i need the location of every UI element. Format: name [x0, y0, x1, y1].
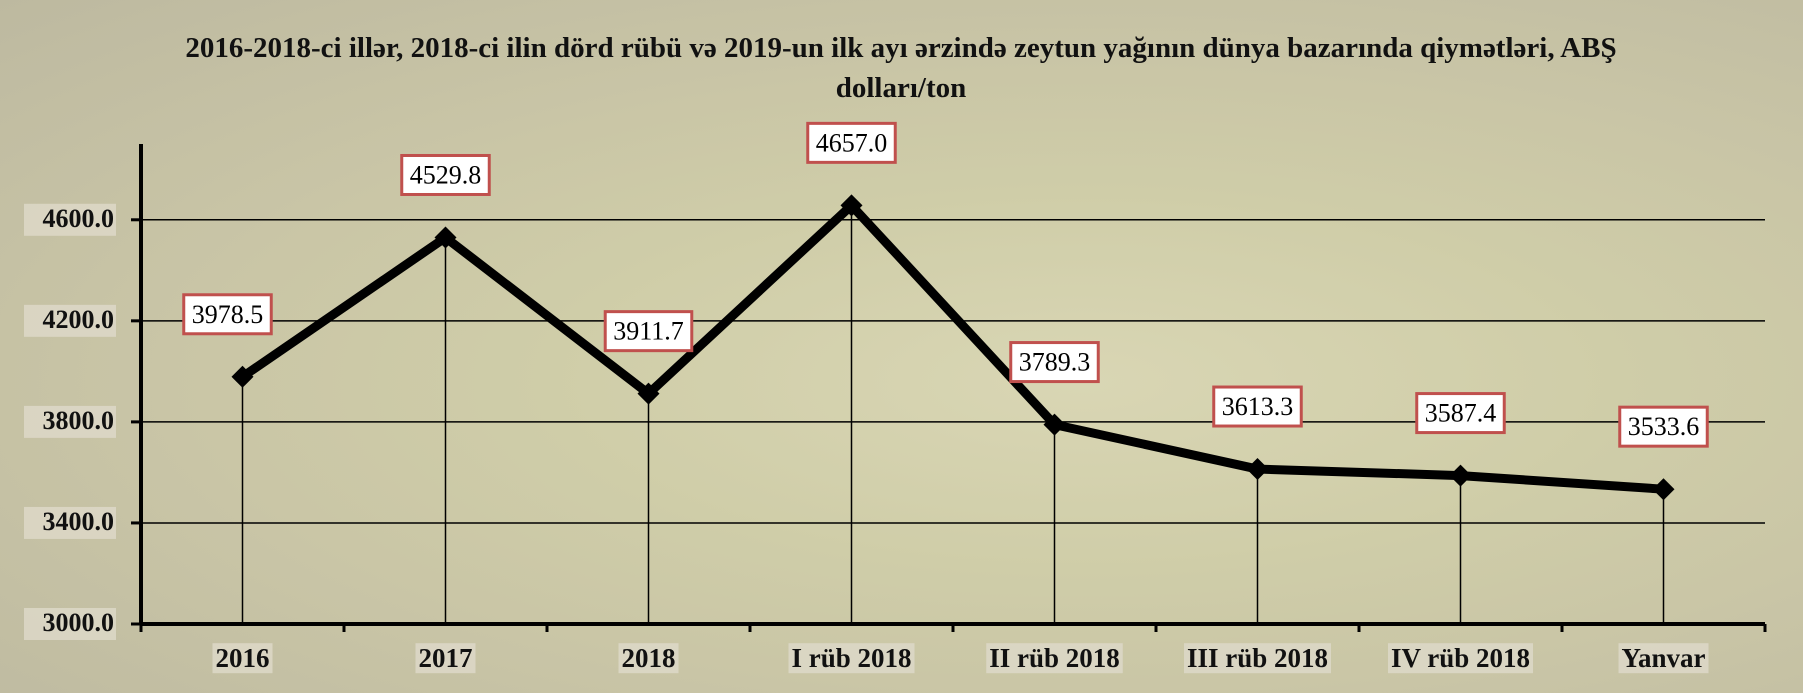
page: {"chart_data": {"type": "line", "title":…	[0, 0, 1803, 693]
x-tick-label: II rüb 2018	[989, 643, 1120, 673]
x-tick-label: III rüb 2018	[1187, 643, 1328, 673]
data-label: 3613.3	[1222, 392, 1294, 421]
x-tick-label: 2016	[216, 643, 270, 673]
y-tick-label: 3000.0	[43, 608, 115, 637]
line	[243, 205, 1664, 489]
marker	[1247, 458, 1269, 480]
data-label: 4657.0	[816, 128, 888, 157]
y-tick-label: 4600.0	[43, 204, 115, 233]
x-tick-label: 2017	[419, 643, 473, 673]
data-label: 3533.6	[1628, 412, 1700, 441]
x-tick-label: 2018	[622, 643, 676, 673]
data-label: 3587.4	[1425, 399, 1497, 428]
x-tick-label: Yanvar	[1621, 643, 1705, 673]
x-tick-label: IV rüb 2018	[1391, 643, 1530, 673]
data-label: 4529.8	[410, 160, 482, 189]
data-label: 3911.7	[613, 317, 684, 346]
marker	[1653, 478, 1675, 500]
y-tick-label: 3400.0	[43, 507, 115, 536]
y-tick-label: 3800.0	[43, 406, 115, 435]
x-tick-label: I rüb 2018	[791, 643, 911, 673]
y-tick-label: 4200.0	[43, 305, 115, 334]
data-label: 3789.3	[1019, 348, 1091, 377]
data-label: 3978.5	[192, 300, 264, 329]
chart: 3000.0 3400.0 3800.0 4200.0 4600.0 2016 2017 20…	[0, 0, 1803, 693]
marker	[1450, 465, 1472, 487]
